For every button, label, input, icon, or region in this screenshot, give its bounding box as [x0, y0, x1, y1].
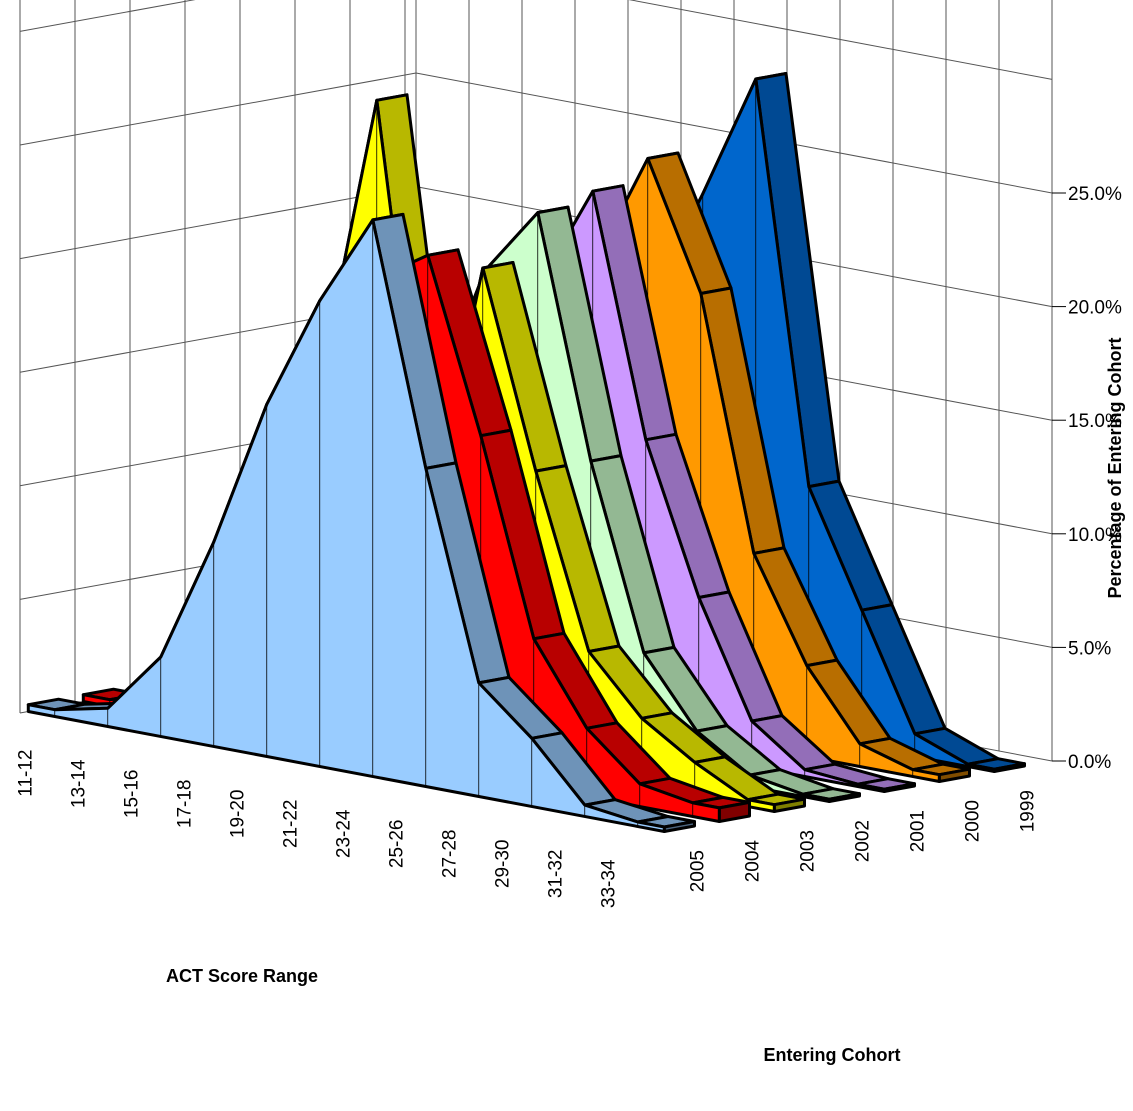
grid-line [19, 186, 417, 260]
z-tick-label: 2004 [743, 840, 764, 883]
z-tick-label: 2003 [798, 830, 819, 872]
axes-layer: 0.0% 5.0% 10.0% 15.0% 20.0% 25.0% 11-12 13-14 15… [15, 184, 1122, 908]
ribbons-layer [26, 72, 1026, 833]
z-tick-label: 2001 [908, 810, 929, 852]
z-tick-label: 2000 [963, 800, 984, 842]
y-tick-label: 20.0% [1068, 298, 1122, 319]
x-tick-label: 33-34 [598, 859, 619, 908]
x-tick-label: 15-16 [121, 770, 142, 819]
series-2005 [26, 212, 696, 833]
z-tick-label: 1999 [1018, 790, 1039, 832]
x-tick-label: 23-24 [333, 809, 354, 858]
grid-line [19, 72, 417, 146]
z-tick-label: 2002 [853, 820, 874, 862]
x-tick-label: 17-18 [174, 780, 195, 829]
x-tick-label: 29-30 [492, 840, 513, 889]
grid-line [628, 0, 1053, 80]
y-tick-label: 0.0% [1068, 752, 1111, 773]
y-tick-label: 15.0% [1068, 411, 1122, 432]
z-tick-label: 2005 [688, 850, 709, 892]
x-axis-title: ACT Score Range [166, 966, 318, 986]
x-tick-label: 11-12 [15, 750, 36, 797]
x-tick-label: 31-32 [545, 850, 566, 899]
y-axis-title: Percentage of Entering Cohort [1105, 337, 1125, 598]
y-tick-label: 25.0% [1068, 184, 1122, 205]
x-tick-label: 21-22 [280, 800, 301, 849]
x-tick-label: 27-28 [439, 830, 460, 879]
x-tick-label: 19-20 [227, 790, 248, 839]
y-tick-label: 10.0% [1068, 525, 1122, 546]
y-tick-label: 5.0% [1068, 638, 1111, 659]
x-tick-label: 25-26 [386, 820, 407, 869]
x-tick-label: 13-14 [68, 759, 89, 808]
grid-line [19, 0, 196, 32]
z-axis-title: Entering Cohort [764, 1045, 901, 1065]
